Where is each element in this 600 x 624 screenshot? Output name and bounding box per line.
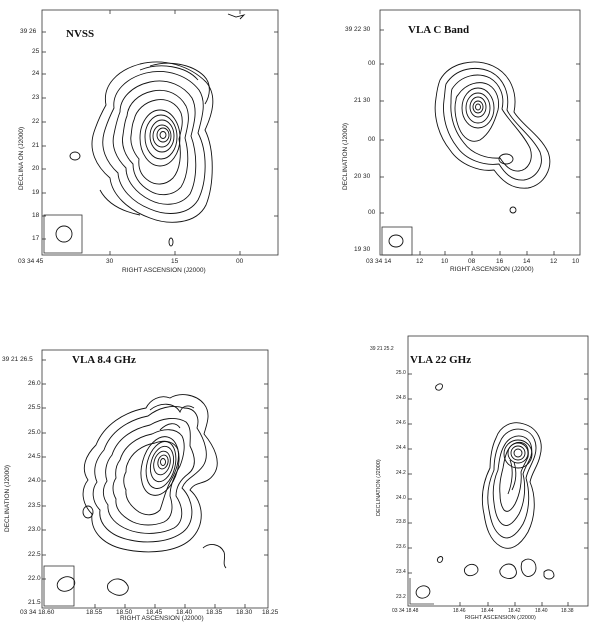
y-tick: 23.0 (28, 526, 41, 533)
y-tick: 22 (32, 118, 40, 125)
y-tick: 23.5 (28, 502, 41, 509)
x-tick: 14 (523, 258, 531, 265)
y-tick: 00 (368, 60, 376, 67)
x-tick: 03 34 18.60 (20, 609, 55, 616)
x-tick: 16 (496, 258, 504, 265)
y-tick: 39 21 26.5 (2, 356, 33, 363)
y-tick: 39 21 25.2 (370, 346, 394, 352)
y-tick: 24.6 (396, 420, 406, 426)
y-tick: 00 (368, 209, 376, 216)
c-band-contours (434, 61, 551, 214)
panel-title: VLA 8.4 GHz (72, 354, 136, 366)
x-tick: 10 (441, 258, 449, 265)
y-tick: 25.0 (28, 429, 41, 436)
y-tick: 25.5 (28, 404, 41, 411)
y-tick: 20 (32, 165, 40, 172)
x-axis-label: RIGHT ASCENSION (J2000) (122, 267, 206, 274)
x-tick: 18.44 (481, 608, 494, 614)
x-tick: 00 (236, 258, 244, 265)
y-tick: 23 (32, 94, 40, 101)
panel-nvss: NVSS 39 26 25 24 23 22 21 20 19 18 17 03… (0, 0, 300, 300)
y-tick: 24.2 (396, 470, 406, 476)
x-tick: 18.42 (508, 608, 521, 614)
x-band-contours (82, 394, 227, 596)
panel-title: NVSS (66, 28, 95, 40)
x-tick: 12 (416, 258, 424, 265)
y-tick: 21.5 (28, 599, 41, 606)
y-tick: 23.8 (396, 519, 406, 525)
x-tick: 18.38 (561, 608, 574, 614)
x-tick: 03 34 14 (366, 258, 392, 265)
x-axis-label: RIGHT ASCENSION (J2000) (465, 615, 536, 621)
x-axis-label: RIGHT ASCENSION (J2000) (120, 615, 204, 622)
y-tick: 23.2 (396, 594, 406, 600)
y-tick: 39 22 30 (345, 26, 371, 33)
x-axis-label: RIGHT ASCENSION (J2000) (450, 266, 534, 273)
nvss-plot (41, 9, 279, 256)
y-tick: 24.4 (396, 445, 406, 451)
y-tick: 24.0 (396, 495, 406, 501)
y-axis-label: DECLINATION (J2000) (342, 122, 349, 190)
y-tick: 25.0 (396, 370, 406, 376)
y-axis-label: DECLINA ON (J2000) (18, 126, 25, 190)
x-tick: 08 (468, 258, 476, 265)
x-tick: 15 (171, 258, 179, 265)
x-tick: 18.30 (236, 609, 253, 616)
y-tick: 00 (368, 136, 376, 143)
x-tick: 18.46 (453, 608, 466, 614)
y-tick: 22.0 (28, 575, 41, 582)
y-axis-label: DECLINATION (J2000) (4, 464, 11, 532)
y-tick: 20 30 (354, 173, 371, 180)
x-tick: 30 (106, 258, 114, 265)
y-tick: 24.8 (396, 395, 406, 401)
x-tick: 03 34 18.48 (392, 608, 419, 614)
k-band-plot (407, 335, 589, 607)
y-tick: 25 (32, 48, 40, 55)
y-tick: 24 (32, 70, 40, 77)
y-tick: 19 30 (354, 246, 371, 253)
nvss-contours (69, 13, 246, 247)
c-band-plot (379, 9, 581, 256)
x-tick: 03 34 45 (18, 258, 44, 265)
y-tick: 22.5 (28, 551, 41, 558)
y-axis-label: DECLINATION (J2000) (376, 459, 382, 516)
y-tick: 18 (32, 212, 40, 219)
y-tick: 21 (32, 142, 40, 149)
y-tick: 23.4 (396, 569, 406, 575)
x-tick: 10 (572, 258, 580, 265)
y-tick: 26.0 (28, 380, 41, 387)
y-tick: 21 30 (354, 97, 371, 104)
x-tick: 18.45 (146, 609, 163, 616)
x-tick: 18.55 (86, 609, 103, 616)
panel-vla-c-band: VLA C Band 39 22 30 00 21 30 00 20 30 00… (300, 0, 600, 300)
panel-vla-22-ghz: VLA 22 GHz 39 21 25.2 25.0 24.8 24.6 24.… (300, 300, 600, 624)
y-tick: 17 (32, 235, 40, 242)
panel-vla-8-4-ghz: VLA 8.4 GHz 39 21 26.5 26.0 25.5 25.0 24… (0, 300, 300, 624)
k-band-contours (435, 383, 555, 580)
panel-title: VLA 22 GHz (410, 354, 472, 366)
x-tick: 18.35 (206, 609, 223, 616)
y-tick: 24.0 (28, 477, 41, 484)
y-tick: 23.6 (396, 544, 406, 550)
x-tick: 12 (550, 258, 558, 265)
x-band-plot (41, 349, 269, 609)
x-tick: 18.40 (535, 608, 548, 614)
x-tick: 18.50 (116, 609, 133, 616)
x-tick: 18.25 (262, 609, 279, 616)
x-tick: 18.40 (176, 609, 193, 616)
y-tick: 24.5 (28, 453, 41, 460)
panel-title: VLA C Band (408, 24, 470, 36)
y-tick: 39 26 (20, 28, 37, 35)
y-tick: 19 (32, 189, 40, 196)
